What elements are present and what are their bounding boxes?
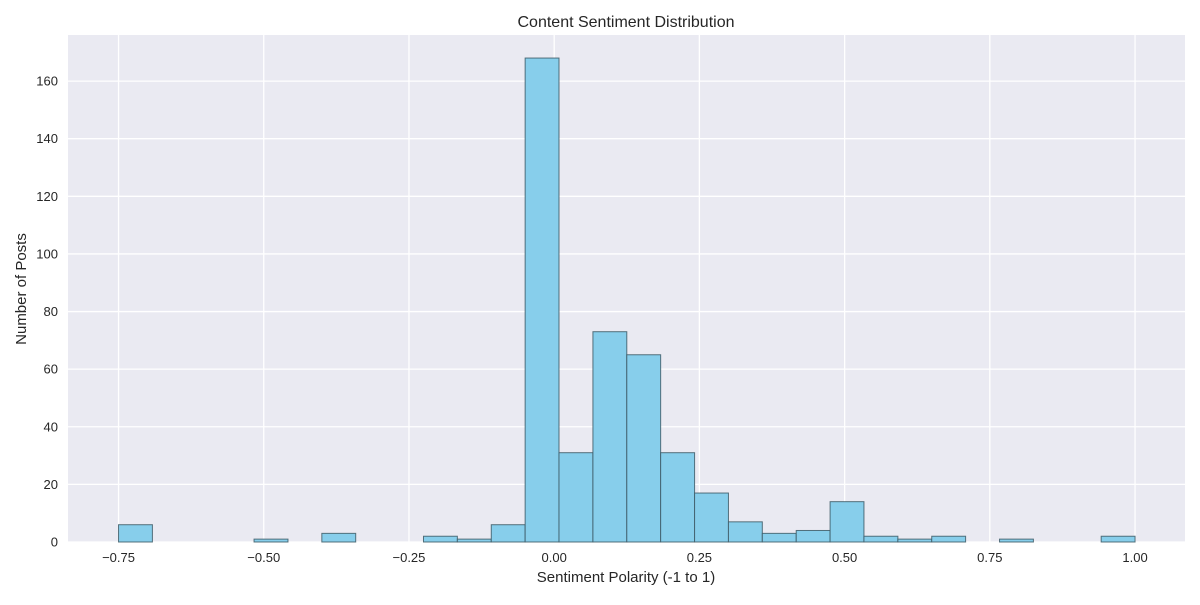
histogram-bar xyxy=(863,535,899,543)
histogram-bar xyxy=(727,521,763,543)
histogram-bar xyxy=(118,524,153,543)
histogram-bar xyxy=(897,538,933,543)
x-tick-label: 0.75 xyxy=(977,550,1002,565)
y-tick-label: 100 xyxy=(36,246,58,261)
histogram-bar xyxy=(490,524,526,543)
histogram-bar xyxy=(761,532,797,543)
histogram-bar xyxy=(795,529,831,543)
histogram-bar xyxy=(1100,535,1136,543)
x-tick-label: −0.50 xyxy=(247,550,280,565)
histogram-bar xyxy=(931,535,967,543)
y-tick-label: 160 xyxy=(36,74,58,89)
histogram-bar xyxy=(422,535,458,543)
x-axis-ticks: −0.75 −0.50 −0.25 0.00 0.25 0.50 0.75 1.00 xyxy=(102,550,1148,565)
histogram-bar xyxy=(321,532,357,543)
histogram-bar xyxy=(558,452,594,543)
y-tick-label: 40 xyxy=(44,419,58,434)
histogram-bar xyxy=(694,492,729,543)
histogram-bar xyxy=(660,452,696,543)
y-tick-label: 140 xyxy=(36,131,58,146)
x-tick-label: 1.00 xyxy=(1122,550,1147,565)
x-tick-label: 0.50 xyxy=(832,550,857,565)
y-tick-label: 120 xyxy=(36,189,58,204)
y-tick-label: 20 xyxy=(44,477,58,492)
histogram-bars xyxy=(118,57,1136,543)
histogram-bar xyxy=(592,331,628,543)
histogram-bar xyxy=(999,538,1034,543)
histogram-bar xyxy=(626,354,662,543)
y-axis-label: Number of Posts xyxy=(13,233,30,345)
histogram-bar xyxy=(456,538,492,543)
chart-title: Content Sentiment Distribution xyxy=(518,14,735,31)
x-axis-label: Sentiment Polarity (-1 to 1) xyxy=(537,569,715,586)
histogram-bar xyxy=(253,538,289,543)
x-tick-label: 0.25 xyxy=(687,550,712,565)
x-tick-label: 0.00 xyxy=(542,550,567,565)
histogram-bar xyxy=(524,57,560,543)
y-tick-label: 80 xyxy=(44,304,58,319)
y-axis-ticks: 0 20 40 60 80 100 120 140 160 xyxy=(36,74,58,550)
y-tick-label: 60 xyxy=(44,362,58,377)
histogram-bar xyxy=(829,501,865,543)
x-tick-label: −0.25 xyxy=(393,550,426,565)
y-tick-label: 0 xyxy=(51,535,58,550)
x-tick-label: −0.75 xyxy=(102,550,135,565)
